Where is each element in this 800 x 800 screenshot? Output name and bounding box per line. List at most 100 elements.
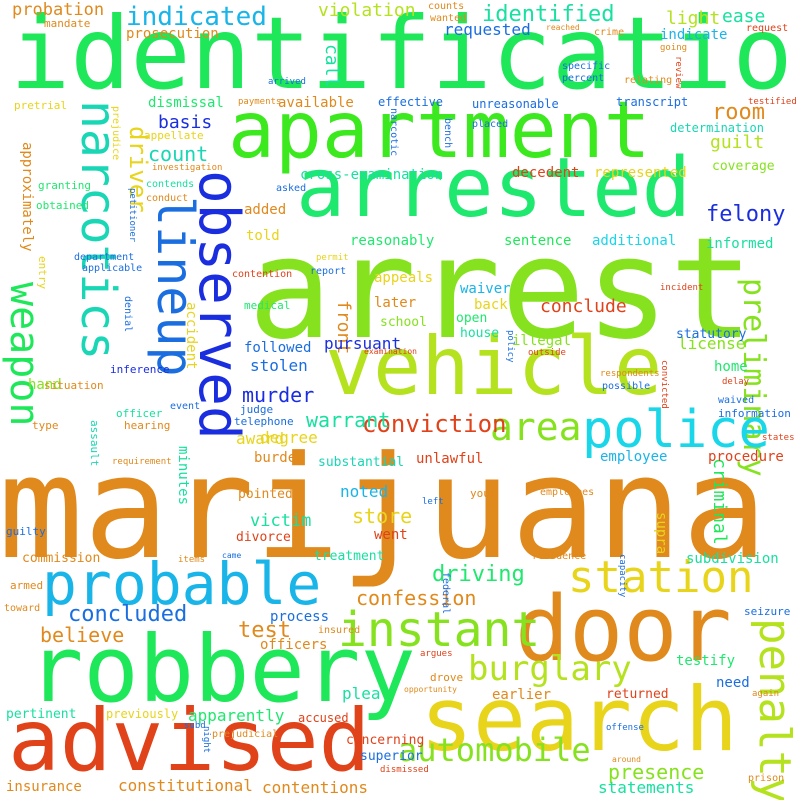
word-requested: requested (444, 20, 531, 39)
word-subdivision: subdivision (686, 551, 779, 567)
word-violation: violation (318, 0, 416, 21)
word-advised: advised (8, 691, 371, 791)
word-armed: armed (10, 579, 44, 592)
word-pointed: pointed (238, 487, 293, 502)
word-constitutional: constitutional (118, 776, 253, 795)
word-around: around (612, 755, 641, 764)
word-seizure: seizure (744, 605, 791, 618)
word-call: call (321, 44, 342, 88)
word-incident: incident (660, 283, 704, 293)
word-dismissal: dismissal (148, 95, 224, 111)
word-unreasonable: unreasonable (472, 97, 559, 111)
word-denial: denial (122, 296, 133, 333)
word-placed: placed (472, 119, 509, 130)
word-outside: outside (528, 348, 566, 358)
word-burglary: burglary (468, 649, 632, 689)
word-arrived: arrived (268, 77, 306, 87)
word-dismissed: dismissed (380, 765, 429, 775)
word-believe: believe (40, 623, 125, 647)
word-warrant: warrant (306, 408, 391, 432)
word-probation: probation (12, 0, 105, 20)
word-prosecution: prosecution (126, 26, 219, 42)
word-convicted: convicted (659, 360, 669, 409)
word-room: room (712, 100, 765, 125)
word-hand: hand (28, 377, 62, 393)
word-prejudicial: prejudicial (212, 729, 279, 740)
word-marijuana: marijuana (0, 426, 768, 591)
word-reached: reached (546, 23, 580, 32)
word-hearing: hearing (124, 419, 171, 432)
word-telephone: telephone (234, 415, 294, 428)
word-statutory: statutory (676, 327, 747, 342)
word-coverage: coverage (712, 159, 775, 174)
word-murder: murder (242, 383, 315, 407)
word-divorce: divorce (236, 530, 291, 545)
word-available: available (278, 95, 354, 111)
word-department: department (74, 252, 135, 263)
word-narcotic: narcotic (388, 108, 399, 157)
word-accused: accused (298, 711, 349, 725)
word-noted: noted (340, 482, 389, 501)
word-award: award (236, 429, 285, 448)
word-report: report (310, 266, 347, 277)
word-opportunity: opportunity (404, 685, 457, 694)
word-vehicle: vehicle (325, 320, 663, 413)
word-mandate: mandate (44, 17, 91, 30)
word-effective: effective (378, 95, 444, 109)
word-police: police (582, 400, 770, 460)
word-offense: offense (606, 723, 644, 733)
word-pursuant: pursuant (324, 334, 402, 353)
word-assault: assault (88, 420, 101, 467)
word-conviction: conviction (362, 410, 507, 438)
word-waiver: waiver (460, 281, 511, 297)
word-contention: contention (232, 269, 293, 280)
word-appeals: appeals (374, 270, 434, 286)
word-presence: presence (608, 760, 705, 784)
word-area: area (490, 405, 582, 449)
word-judge: judge (240, 403, 274, 416)
word-robbery: robbery (28, 616, 416, 723)
word-identified: identified (482, 2, 615, 27)
word-treatment: treatment (314, 549, 385, 564)
word-license: license (678, 334, 746, 353)
word-request: request (746, 23, 789, 34)
word-ease: ease (722, 6, 766, 27)
word-prison: prison (748, 773, 785, 784)
word-search: search (420, 668, 738, 771)
word-additional: additional (592, 233, 677, 249)
word-school: school (380, 315, 427, 330)
word-officers: officers (260, 637, 328, 653)
word-need: need (716, 675, 750, 691)
word-stolen: stolen (250, 356, 308, 375)
word-conclude: conclude (540, 296, 627, 317)
word-criminal: criminal (709, 458, 730, 545)
word-burden: burden (254, 450, 305, 466)
word-contentions: contentions (262, 778, 368, 797)
word-requirement: requirement (112, 457, 172, 467)
word-inference: inference (110, 363, 170, 376)
word-waived: waived (718, 395, 755, 406)
word-added: added (244, 202, 287, 218)
word-counts: counts (428, 1, 465, 12)
word-employee: employee (600, 449, 668, 465)
word-decedent: decedent (512, 165, 580, 181)
word-insured: insured (318, 625, 361, 636)
word-indicated: indicated (126, 2, 267, 32)
word-reasonably: reasonably (350, 233, 435, 249)
word-felony: felony (706, 202, 786, 227)
word-door: door (515, 577, 732, 682)
word-type: type (32, 419, 59, 432)
word-guilt: guilt (710, 132, 765, 153)
word-went: went (374, 527, 408, 543)
word-minutes: minutes (175, 446, 191, 506)
word-guilty: guilty (6, 525, 46, 538)
word-insurance: insurance (6, 779, 82, 795)
word-superior: superior (360, 749, 423, 764)
word-capacity: capacity (617, 554, 627, 598)
word-apartment: apartment (228, 86, 651, 176)
word-commission: commission (22, 551, 101, 566)
word-sentence: sentence (504, 233, 572, 249)
word-information: information (718, 407, 791, 420)
word-automobile: automobile (398, 731, 591, 769)
word-examination: examination (364, 347, 417, 356)
